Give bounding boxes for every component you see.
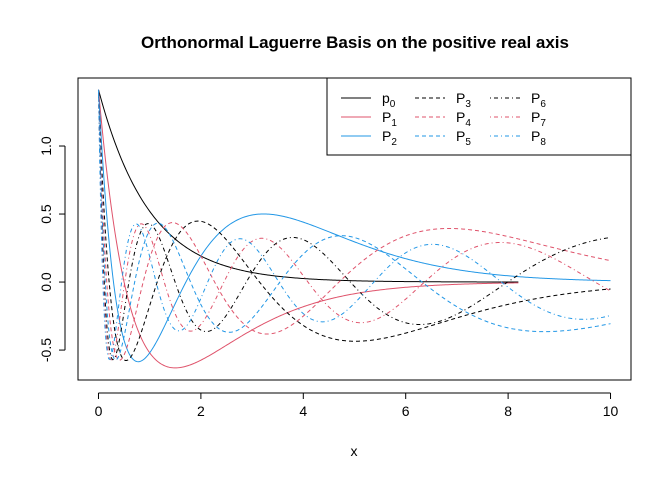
legend-label-5: P5 bbox=[456, 128, 471, 148]
legend-label-8: P8 bbox=[531, 128, 546, 148]
legend-label-6: P6 bbox=[531, 90, 546, 110]
x-axis-label: x bbox=[351, 443, 358, 459]
series-line-8 bbox=[97, 89, 611, 361]
series-line-2 bbox=[97, 89, 611, 363]
y-tick-label: 1.0 bbox=[38, 136, 54, 156]
x-tick-label: 2 bbox=[197, 403, 205, 419]
y-tick-label: 0.0 bbox=[38, 272, 54, 292]
chart-title: Orthonormal Laguerre Basis on the positi… bbox=[141, 33, 569, 52]
series-line-7 bbox=[97, 89, 611, 361]
x-axis: 0 2 4 6 8 10 bbox=[95, 392, 619, 419]
series-line-4 bbox=[97, 89, 611, 361]
legend-label-3: P3 bbox=[456, 90, 471, 110]
x-tick-label: 8 bbox=[504, 403, 512, 419]
legend-label-4: P4 bbox=[456, 109, 471, 129]
y-tick-label: 0.5 bbox=[38, 204, 54, 224]
x-tick-label: 0 bbox=[95, 403, 103, 419]
series-layer bbox=[97, 89, 611, 369]
x-tick-label: 6 bbox=[402, 403, 410, 419]
x-tick-label: 4 bbox=[299, 403, 307, 419]
y-tick-label: -0.5 bbox=[38, 338, 54, 362]
legend-label-1: P1 bbox=[382, 109, 397, 129]
legend-box bbox=[326, 77, 632, 156]
x-tick-label: 10 bbox=[603, 403, 619, 419]
series-line-3 bbox=[97, 89, 611, 362]
series-line-0 bbox=[97, 89, 519, 283]
legend-label-2: P2 bbox=[382, 128, 397, 148]
series-line-5 bbox=[97, 89, 611, 361]
legend-label-7: P7 bbox=[531, 109, 546, 129]
series-line-6 bbox=[97, 89, 611, 361]
legend-label-0: p0 bbox=[382, 90, 396, 110]
y-axis: -0.5 0.0 0.5 1.0 bbox=[38, 136, 66, 362]
series-line-1 bbox=[97, 89, 519, 369]
